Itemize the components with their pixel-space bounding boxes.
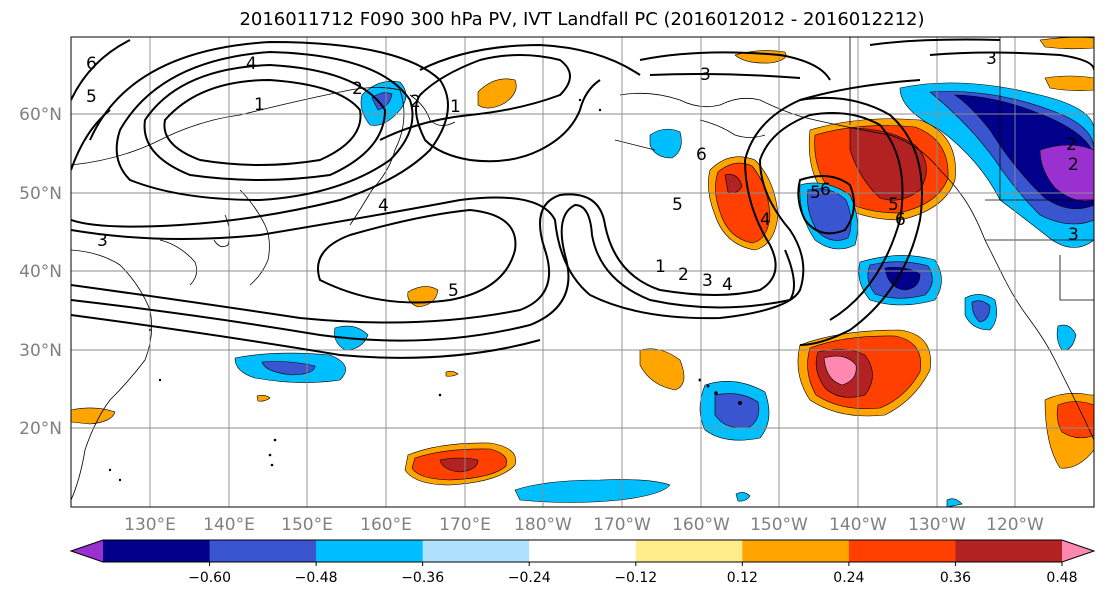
figure-title: 2016011712 F090 300 hPa PV, IVT Landfall…: [239, 9, 924, 30]
svg-text:4: 4: [378, 196, 389, 216]
lat-label: 50°N: [19, 184, 62, 204]
lon-label: 140°W: [829, 515, 887, 535]
colorbar-label: −0.36: [401, 570, 444, 586]
colorbar: −0.60 −0.48 −0.36 −0.24 −0.12 0.12 0.24 0.36 0.4…: [69, 539, 1096, 586]
svg-text:3: 3: [97, 231, 108, 251]
colorbar-label: 0.36: [940, 570, 971, 586]
pv-contours: [71, 38, 1094, 359]
svg-text:6: 6: [86, 54, 97, 74]
lon-label: 180°W: [514, 515, 572, 535]
longitude-labels: 130°E 140°E 150°E 160°E 170°E 180°W 170°…: [124, 515, 1044, 535]
svg-text:3: 3: [702, 271, 713, 291]
colorbar-outline: [69, 539, 1096, 563]
lon-label: 170°W: [593, 515, 651, 535]
map-frame: [70, 36, 1095, 508]
svg-text:3: 3: [1068, 225, 1079, 245]
colorbar-label: 0.12: [727, 570, 758, 586]
svg-text:4: 4: [722, 275, 733, 295]
svg-text:5: 5: [810, 183, 821, 203]
colorbar-segment: [955, 540, 1063, 562]
svg-text:3: 3: [986, 49, 997, 69]
lon-label: 160°E: [360, 515, 412, 535]
colorbar-label: 0.24: [833, 570, 864, 586]
svg-text:1: 1: [450, 97, 461, 117]
lon-label: 170°E: [439, 515, 491, 535]
colorbar-segment: [209, 540, 317, 562]
coastlines: [71, 37, 1094, 501]
colorbar-segment: [848, 540, 956, 562]
map-panel: 6 5 4 1 2 3 5 4 3 2 1 3 2 3 6 4 5 1 2 3 …: [71, 37, 1094, 507]
svg-text:6: 6: [895, 210, 906, 230]
colorbar-segment: [316, 540, 424, 562]
svg-text:5: 5: [86, 87, 97, 107]
lon-label: 150°E: [281, 515, 333, 535]
svg-text:5: 5: [448, 281, 459, 301]
anomaly-negative-equatorial: [514, 479, 671, 503]
lat-label: 60°N: [19, 105, 62, 125]
lon-label: 160°W: [672, 515, 730, 535]
svg-text:1: 1: [655, 257, 666, 277]
lat-label: 40°N: [19, 262, 62, 282]
colorbar-label: −0.12: [614, 570, 657, 586]
svg-text:5: 5: [672, 195, 683, 215]
lon-label: 130°E: [124, 515, 176, 535]
lon-label: 130°W: [908, 515, 966, 535]
colorbar-segment: [529, 540, 637, 562]
svg-text:3: 3: [700, 65, 711, 85]
svg-text:1: 1: [254, 95, 265, 115]
colorbar-segment: [422, 540, 530, 562]
lat-label: 20°N: [19, 419, 62, 439]
svg-text:6: 6: [820, 180, 831, 200]
svg-text:2: 2: [352, 79, 363, 99]
svg-text:2: 2: [1066, 135, 1077, 155]
colorbar-segment: [635, 540, 743, 562]
svg-text:4: 4: [246, 54, 257, 74]
svg-text:2: 2: [1068, 155, 1079, 175]
lon-label: 150°W: [750, 515, 808, 535]
colorbar-segment: [742, 540, 850, 562]
colorbar-label: −0.60: [188, 570, 231, 586]
svg-text:6: 6: [696, 145, 707, 165]
lon-label: 120°W: [986, 515, 1044, 535]
svg-text:2: 2: [678, 265, 689, 285]
islands: [108, 98, 742, 482]
svg-text:5: 5: [888, 195, 899, 215]
shaded-anomalies: [71, 37, 1094, 507]
colorbar-label: −0.48: [295, 570, 338, 586]
gridlines: [71, 37, 1094, 507]
svg-text:4: 4: [760, 210, 771, 230]
svg-text:2: 2: [410, 92, 421, 112]
colorbar-label: −0.24: [508, 570, 551, 586]
lon-label: 140°E: [203, 515, 255, 535]
colorbar-extend-low: [71, 540, 103, 562]
latitude-labels: 60°N 50°N 40°N 30°N 20°N: [19, 105, 62, 439]
colorbar-segment: [103, 540, 211, 562]
colorbar-label: 0.48: [1046, 570, 1077, 586]
colorbar-extend-high: [1062, 540, 1094, 562]
contour-labels: 6 5 4 1 2 3 5 4 3 2 1 3 2 3 6 4 5 1 2 3 …: [86, 49, 1079, 301]
lat-label: 30°N: [19, 341, 62, 361]
